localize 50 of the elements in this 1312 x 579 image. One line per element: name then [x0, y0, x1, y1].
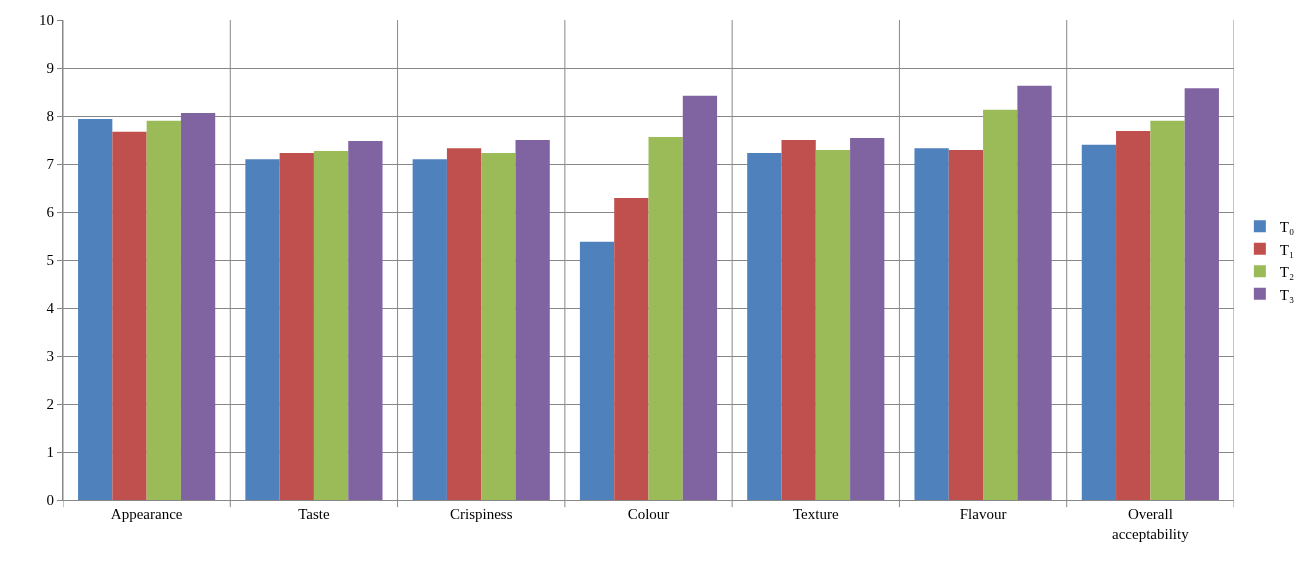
y-tick-label: 3	[46, 348, 54, 365]
y-tick-label: 1	[46, 444, 54, 461]
legend-label: T₁	[1279, 241, 1295, 258]
x-tick-label: Flavour	[959, 506, 1007, 522]
y-tick-label: 7	[46, 156, 55, 173]
bar	[948, 150, 984, 500]
bar	[412, 159, 447, 500]
bar	[579, 241, 615, 500]
bar	[78, 118, 113, 500]
bar	[1017, 85, 1052, 500]
bar	[481, 152, 516, 500]
bar	[747, 152, 782, 500]
x-tick-label: Taste	[298, 506, 330, 522]
y-tick-label: 9	[46, 60, 54, 77]
bar	[446, 148, 482, 500]
x-tick-label: Crispiness	[449, 506, 513, 522]
bar	[313, 151, 349, 500]
y-tick-label: 6	[46, 204, 55, 221]
bar	[914, 148, 949, 500]
bar	[180, 113, 216, 500]
bar	[682, 95, 718, 500]
bar	[1150, 120, 1185, 500]
bar	[245, 159, 280, 500]
bar	[614, 198, 649, 500]
x-tick-label: Colour	[627, 506, 670, 522]
y-tick-label: 8	[46, 108, 54, 125]
bar	[146, 120, 181, 500]
bar	[1184, 88, 1219, 500]
y-tick-label: 2	[46, 396, 54, 413]
bar	[279, 152, 314, 500]
legend-label: T₀	[1279, 219, 1295, 236]
legend-label: T₂	[1279, 264, 1295, 281]
legend-label: T₃	[1279, 286, 1295, 303]
bar	[781, 140, 816, 500]
x-tick-label: Appearance	[110, 506, 183, 522]
bar	[648, 137, 683, 500]
bar	[850, 138, 885, 500]
y-tick-label: 5	[46, 252, 54, 269]
x-tick-label: Overall acceptability	[1112, 506, 1190, 542]
bar	[815, 150, 851, 500]
bar	[112, 131, 147, 500]
bar	[348, 140, 383, 500]
y-tick-label: 0	[46, 492, 54, 509]
y-tick-label: 10	[39, 12, 54, 29]
bar	[1081, 144, 1117, 500]
bar	[515, 140, 550, 500]
x-tick-label: Texture	[792, 506, 839, 522]
y-tick-label: 4	[46, 300, 55, 317]
bar	[1116, 130, 1151, 500]
bar	[983, 109, 1018, 500]
